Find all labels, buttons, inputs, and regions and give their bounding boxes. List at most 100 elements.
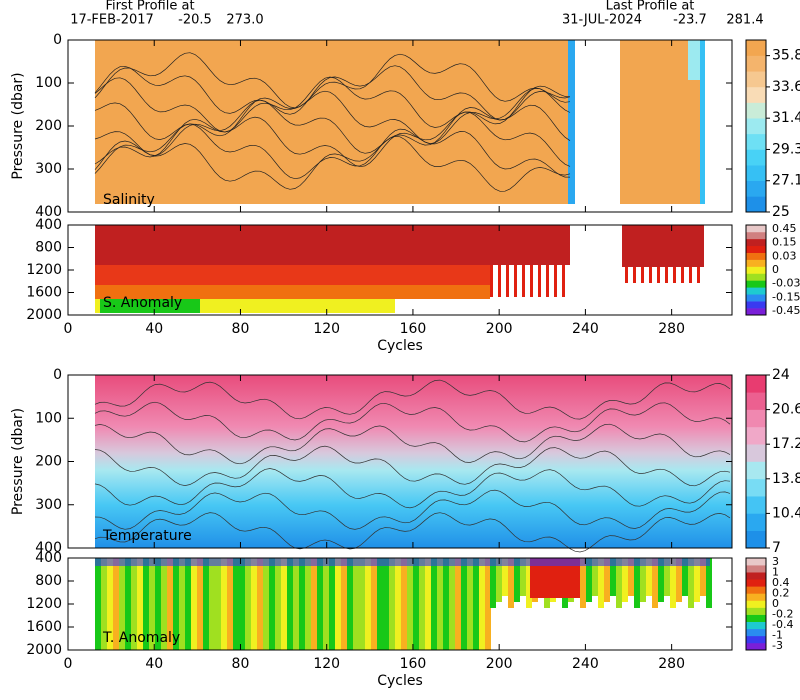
field — [598, 558, 604, 608]
field — [580, 558, 586, 608]
field — [299, 558, 305, 650]
last-date: 31-JUL-2024 — [562, 13, 642, 28]
field — [641, 267, 644, 283]
colorbar-block — [746, 628, 766, 637]
colorbar-block — [746, 621, 766, 630]
field — [227, 558, 233, 650]
field — [143, 558, 149, 650]
panel-annotation: S. Anomaly — [103, 295, 182, 311]
x-tick-label: 0 — [64, 321, 73, 337]
field — [610, 558, 616, 596]
y-tick-label: 200 — [35, 454, 62, 470]
field — [522, 265, 525, 297]
colorbar-block — [746, 149, 766, 166]
x-tick-label: 160 — [400, 656, 427, 672]
field — [640, 558, 646, 602]
field — [706, 558, 712, 608]
x-tick-label: 160 — [400, 321, 427, 337]
contour — [94, 445, 731, 487]
field — [665, 267, 668, 283]
field — [293, 558, 299, 650]
x-tick-label: 40 — [145, 321, 163, 337]
field — [620, 40, 700, 204]
colorbar-label: 0.4 — [772, 576, 790, 589]
y-tick-label: 400 — [35, 204, 62, 220]
colorbar-label: 20.6 — [772, 402, 800, 418]
x-tick-label: 280 — [658, 321, 685, 337]
x-tick-label: 120 — [313, 321, 340, 337]
field — [449, 558, 455, 650]
field — [568, 40, 575, 204]
y-tick-label: 300 — [35, 497, 62, 513]
field — [658, 558, 664, 602]
field — [681, 267, 684, 283]
field — [586, 558, 592, 602]
colorbar-label: -0.45 — [772, 304, 800, 317]
first-label: First Profile at — [105, 0, 194, 14]
field — [353, 558, 359, 650]
field — [245, 558, 251, 650]
field — [554, 265, 557, 297]
colorbar-block — [746, 102, 766, 119]
colorbar-block — [746, 409, 766, 428]
colorbar-block — [746, 252, 766, 260]
panel-annotation: Temperature — [102, 528, 192, 544]
colorbar-block — [746, 579, 766, 587]
y-tick-label: 0 — [53, 367, 62, 383]
field — [389, 558, 395, 650]
field — [473, 558, 479, 650]
contour — [94, 468, 731, 509]
y-axis-label: Pressure (dbar) — [10, 72, 26, 179]
colorbar-block — [746, 426, 766, 445]
field — [508, 558, 514, 608]
x-axis-label: Cycles — [377, 338, 423, 354]
field — [161, 558, 167, 650]
field — [95, 375, 732, 548]
colorbar-label: -0.15 — [772, 290, 800, 303]
field — [443, 558, 449, 650]
field — [628, 558, 634, 596]
colorbar-block — [746, 231, 766, 240]
field — [520, 558, 526, 596]
x-tick-label: 240 — [572, 656, 599, 672]
field — [95, 285, 490, 299]
x-tick-label: 40 — [145, 656, 163, 672]
field — [419, 558, 425, 650]
colorbar-frame — [745, 39, 767, 213]
colorbar-block — [746, 308, 766, 316]
field — [616, 558, 622, 608]
colorbar-label: 33.64 — [772, 79, 800, 95]
colorbar-block — [746, 600, 766, 608]
colorbar-block — [746, 635, 766, 644]
last-lat: -23.7 — [673, 13, 707, 28]
colorbar-block — [746, 392, 766, 410]
field — [335, 558, 341, 650]
panel-annotation: Salinity — [103, 192, 155, 208]
contour — [94, 489, 731, 530]
colorbar-block — [746, 558, 766, 566]
field — [221, 558, 227, 650]
x-tick-label: 80 — [232, 656, 250, 672]
y-tick-label: 400 — [35, 217, 62, 233]
field — [546, 265, 549, 297]
field — [673, 267, 676, 283]
colorbar-block — [746, 461, 766, 480]
field — [455, 558, 461, 650]
colorbar-block — [746, 607, 766, 615]
field — [625, 267, 628, 283]
field — [431, 558, 437, 650]
field — [365, 558, 371, 650]
field — [538, 265, 541, 297]
field — [329, 558, 335, 650]
colorbar-block — [746, 530, 766, 549]
y-tick-label: 100 — [35, 410, 62, 426]
field — [562, 265, 565, 297]
contour — [94, 401, 731, 443]
y-tick-label: 1600 — [26, 285, 62, 301]
field — [203, 558, 209, 650]
field — [167, 558, 173, 650]
field — [317, 558, 323, 650]
colorbar-block — [746, 273, 766, 281]
field — [215, 558, 221, 650]
